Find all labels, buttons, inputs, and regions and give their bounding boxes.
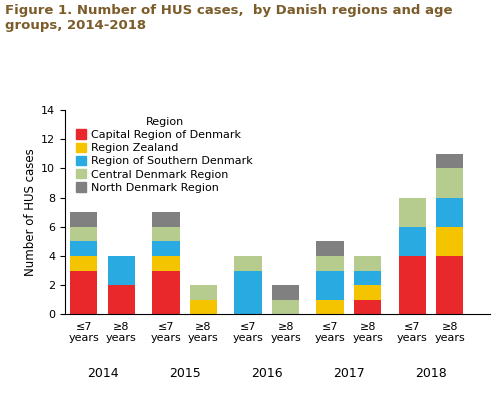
- Bar: [152, 227, 180, 241]
- Bar: [354, 271, 382, 285]
- Y-axis label: Number of HUS cases: Number of HUS cases: [24, 148, 37, 276]
- Bar: [190, 300, 217, 314]
- Bar: [316, 241, 344, 256]
- Bar: [436, 169, 464, 198]
- Bar: [190, 285, 217, 300]
- Bar: [70, 271, 98, 314]
- Text: 2014: 2014: [87, 367, 118, 380]
- Text: 2016: 2016: [251, 367, 282, 380]
- Bar: [316, 256, 344, 271]
- Text: 2015: 2015: [169, 367, 200, 380]
- Bar: [272, 285, 299, 300]
- Bar: [436, 154, 464, 169]
- Bar: [354, 256, 382, 271]
- Bar: [152, 271, 180, 314]
- Bar: [70, 212, 98, 227]
- Bar: [354, 300, 382, 314]
- Text: Figure 1. Number of HUS cases,  by Danish regions and age
groups, 2014-2018: Figure 1. Number of HUS cases, by Danish…: [5, 4, 452, 32]
- Bar: [234, 271, 262, 314]
- Bar: [398, 198, 426, 227]
- Bar: [152, 241, 180, 256]
- Bar: [234, 256, 262, 271]
- Bar: [152, 212, 180, 227]
- Bar: [70, 227, 98, 241]
- Text: 2017: 2017: [333, 367, 365, 380]
- Bar: [108, 256, 135, 285]
- Bar: [108, 285, 135, 314]
- Bar: [316, 300, 344, 314]
- Bar: [436, 227, 464, 256]
- Bar: [398, 227, 426, 256]
- Bar: [436, 198, 464, 227]
- Bar: [70, 256, 98, 271]
- Bar: [398, 256, 426, 314]
- Bar: [70, 241, 98, 256]
- Text: 2018: 2018: [415, 367, 447, 380]
- Bar: [272, 300, 299, 314]
- Bar: [152, 256, 180, 271]
- Bar: [316, 271, 344, 300]
- Legend: Capital Region of Denmark, Region Zealand, Region of Southern Denmark, Central D: Capital Region of Denmark, Region Zealan…: [75, 116, 254, 194]
- Bar: [354, 285, 382, 300]
- Bar: [436, 256, 464, 314]
